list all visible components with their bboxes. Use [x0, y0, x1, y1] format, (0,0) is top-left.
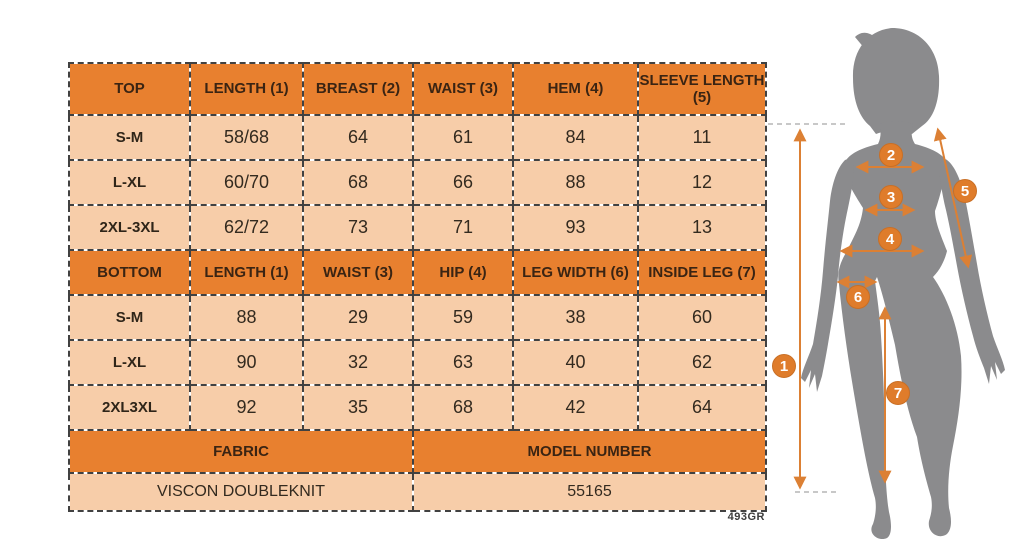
reference-code: 493GR: [727, 511, 765, 523]
marker-4: 4: [878, 227, 902, 251]
marker-1: 1: [772, 354, 796, 378]
table-row: 2XL-3XL 62/72 73 71 93 13: [68, 204, 767, 251]
marker-number: 7: [894, 385, 902, 402]
column-header-inside-leg: INSIDE LEG (7): [637, 249, 767, 296]
size-value: 88: [512, 159, 639, 206]
marker-number: 1: [780, 358, 788, 375]
column-header-leg-width: LEG WIDTH (6): [512, 249, 639, 296]
marker-7: 7: [886, 381, 910, 405]
sleeve-arrow-5: [933, 127, 973, 269]
table-row: S-M 88 29 59 38 60: [68, 294, 767, 341]
column-header-hip: HIP (4): [412, 249, 514, 296]
column-header-top: TOP: [68, 62, 191, 116]
info-value-row: VISCON DOUBLEKNIT 55165: [68, 472, 767, 512]
size-value: 73: [302, 204, 414, 251]
size-value: 71: [412, 204, 514, 251]
size-value: 32: [302, 339, 414, 386]
size-value: 66: [412, 159, 514, 206]
column-header-waist: WAIST (3): [302, 249, 414, 296]
size-value: 38: [512, 294, 639, 341]
table-row: S-M 58/68 64 61 84 11: [68, 114, 767, 161]
size-value: 40: [512, 339, 639, 386]
size-value: 12: [637, 159, 767, 206]
bottom-header-row: BOTTOM LENGTH (1) WAIST (3) HIP (4) LEG …: [68, 249, 767, 296]
size-value: 59: [412, 294, 514, 341]
size-value: 61: [412, 114, 514, 161]
size-table: TOP LENGTH (1) BREAST (2) WAIST (3) HEM …: [68, 62, 767, 512]
marker-2: 2: [879, 143, 903, 167]
size-value: 92: [189, 384, 304, 431]
fabric-header: FABRIC: [68, 429, 414, 474]
column-header-breast: BREAST (2): [302, 62, 414, 116]
female-body-silhouette-icon: [801, 28, 1005, 540]
size-value: 90: [189, 339, 304, 386]
size-value: 88: [189, 294, 304, 341]
size-value: 63: [412, 339, 514, 386]
column-header-hem: HEM (4): [512, 62, 639, 116]
marker-3: 3: [879, 185, 903, 209]
size-value: 35: [302, 384, 414, 431]
marker-number: 2: [887, 147, 895, 164]
size-value: 60: [637, 294, 767, 341]
marker-number: 6: [854, 289, 862, 306]
size-label: L-XL: [68, 159, 191, 206]
fabric-value: VISCON DOUBLEKNIT: [68, 472, 414, 512]
table-row: 2XL3XL 92 35 68 42 64: [68, 384, 767, 431]
size-value: 58/68: [189, 114, 304, 161]
column-header-bottom: BOTTOM: [68, 249, 191, 296]
size-value: 84: [512, 114, 639, 161]
size-label: S-M: [68, 114, 191, 161]
table-row: L-XL 60/70 68 66 88 12: [68, 159, 767, 206]
size-value: 11: [637, 114, 767, 161]
info-header-row: FABRIC MODEL NUMBER: [68, 429, 767, 474]
size-value: 42: [512, 384, 639, 431]
size-value: 62: [637, 339, 767, 386]
marker-number: 5: [961, 183, 969, 200]
column-header-sleeve: SLEEVE LENGTH (5): [637, 62, 767, 116]
size-value: 64: [302, 114, 414, 161]
top-header-row: TOP LENGTH (1) BREAST (2) WAIST (3) HEM …: [68, 62, 767, 116]
size-value: 68: [302, 159, 414, 206]
size-value: 93: [512, 204, 639, 251]
size-label: 2XL3XL: [68, 384, 191, 431]
size-value: 64: [637, 384, 767, 431]
model-number-value: 55165: [412, 472, 767, 512]
model-number-header: MODEL NUMBER: [412, 429, 767, 474]
column-header-waist: WAIST (3): [412, 62, 514, 116]
size-value: 13: [637, 204, 767, 251]
size-label: 2XL-3XL: [68, 204, 191, 251]
measurement-figure: 1 2 3 4 5 6 7: [768, 28, 1005, 540]
size-label: S-M: [68, 294, 191, 341]
marker-6: 6: [846, 285, 870, 309]
marker-number: 4: [886, 231, 895, 248]
column-header-length: LENGTH (1): [189, 249, 304, 296]
marker-5: 5: [953, 179, 977, 203]
size-value: 29: [302, 294, 414, 341]
size-value: 60/70: [189, 159, 304, 206]
size-label: L-XL: [68, 339, 191, 386]
size-value: 62/72: [189, 204, 304, 251]
table-row: L-XL 90 32 63 40 62: [68, 339, 767, 386]
column-header-length: LENGTH (1): [189, 62, 304, 116]
size-value: 68: [412, 384, 514, 431]
marker-number: 3: [887, 189, 895, 206]
